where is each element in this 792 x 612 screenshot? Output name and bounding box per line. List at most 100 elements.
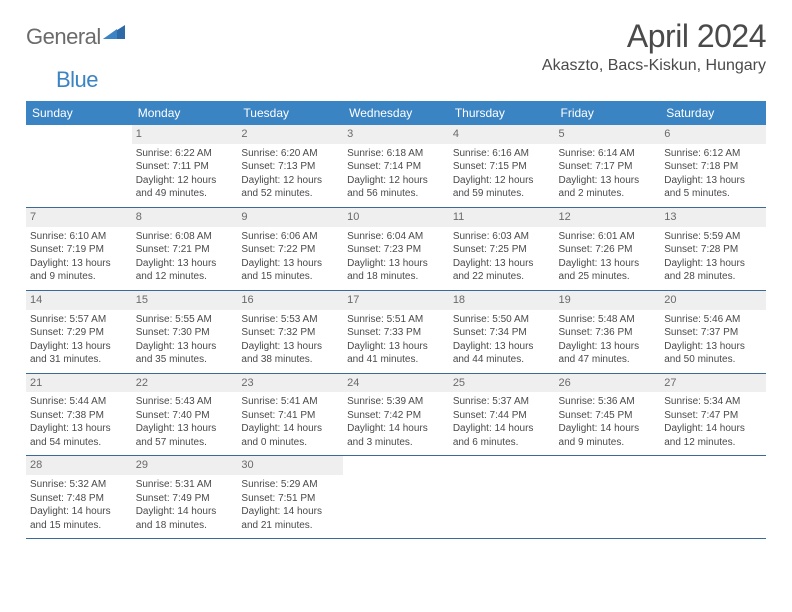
sunrise-line: Sunrise: 5:29 AM bbox=[241, 478, 339, 492]
sunset-line: Sunset: 7:42 PM bbox=[347, 409, 445, 423]
sunrise-line: Sunrise: 6:18 AM bbox=[347, 147, 445, 161]
weekday-header: Friday bbox=[555, 101, 661, 125]
sunrise-line: Sunrise: 5:34 AM bbox=[664, 395, 762, 409]
weekday-header: Thursday bbox=[449, 101, 555, 125]
sunrise-line: Sunrise: 6:14 AM bbox=[559, 147, 657, 161]
sunset-line: Sunset: 7:22 PM bbox=[241, 243, 339, 257]
day-number: 6 bbox=[660, 125, 766, 144]
daylight-line: Daylight: 12 hours and 52 minutes. bbox=[241, 174, 339, 201]
calendar-day-cell: 18Sunrise: 5:50 AMSunset: 7:34 PMDayligh… bbox=[449, 290, 555, 373]
weekday-header: Sunday bbox=[26, 101, 132, 125]
day-number: 26 bbox=[555, 374, 661, 393]
calendar-day-cell: 22Sunrise: 5:43 AMSunset: 7:40 PMDayligh… bbox=[132, 373, 238, 456]
sunset-line: Sunset: 7:41 PM bbox=[241, 409, 339, 423]
day-number: 8 bbox=[132, 208, 238, 227]
calendar-day-cell bbox=[343, 456, 449, 539]
day-number: 9 bbox=[237, 208, 343, 227]
daylight-line: Daylight: 14 hours and 12 minutes. bbox=[664, 422, 762, 449]
sunset-line: Sunset: 7:32 PM bbox=[241, 326, 339, 340]
daylight-line: Daylight: 12 hours and 56 minutes. bbox=[347, 174, 445, 201]
daylight-line: Daylight: 13 hours and 25 minutes. bbox=[559, 257, 657, 284]
calendar-day-cell: 25Sunrise: 5:37 AMSunset: 7:44 PMDayligh… bbox=[449, 373, 555, 456]
sunset-line: Sunset: 7:45 PM bbox=[559, 409, 657, 423]
sunrise-line: Sunrise: 6:22 AM bbox=[136, 147, 234, 161]
weekday-header: Saturday bbox=[660, 101, 766, 125]
day-number: 19 bbox=[555, 291, 661, 310]
sunrise-line: Sunrise: 5:59 AM bbox=[664, 230, 762, 244]
sunset-line: Sunset: 7:33 PM bbox=[347, 326, 445, 340]
calendar-day-cell: 21Sunrise: 5:44 AMSunset: 7:38 PMDayligh… bbox=[26, 373, 132, 456]
day-number: 13 bbox=[660, 208, 766, 227]
calendar-week-row: 1Sunrise: 6:22 AMSunset: 7:11 PMDaylight… bbox=[26, 125, 766, 207]
sunset-line: Sunset: 7:28 PM bbox=[664, 243, 762, 257]
day-number: 23 bbox=[237, 374, 343, 393]
sunset-line: Sunset: 7:19 PM bbox=[30, 243, 128, 257]
day-number: 21 bbox=[26, 374, 132, 393]
logo-triangle-icon bbox=[103, 23, 125, 44]
month-title: April 2024 bbox=[542, 18, 766, 55]
calendar-day-cell: 30Sunrise: 5:29 AMSunset: 7:51 PMDayligh… bbox=[237, 456, 343, 539]
calendar-day-cell bbox=[555, 456, 661, 539]
day-number: 7 bbox=[26, 208, 132, 227]
sunrise-line: Sunrise: 5:48 AM bbox=[559, 313, 657, 327]
calendar-day-cell: 26Sunrise: 5:36 AMSunset: 7:45 PMDayligh… bbox=[555, 373, 661, 456]
sunset-line: Sunset: 7:36 PM bbox=[559, 326, 657, 340]
sunrise-line: Sunrise: 6:06 AM bbox=[241, 230, 339, 244]
day-number: 10 bbox=[343, 208, 449, 227]
day-number: 29 bbox=[132, 456, 238, 475]
daylight-line: Daylight: 14 hours and 0 minutes. bbox=[241, 422, 339, 449]
daylight-line: Daylight: 14 hours and 18 minutes. bbox=[136, 505, 234, 532]
sunrise-line: Sunrise: 6:03 AM bbox=[453, 230, 551, 244]
day-number: 28 bbox=[26, 456, 132, 475]
sunset-line: Sunset: 7:49 PM bbox=[136, 492, 234, 506]
sunrise-line: Sunrise: 5:50 AM bbox=[453, 313, 551, 327]
calendar-day-cell: 5Sunrise: 6:14 AMSunset: 7:17 PMDaylight… bbox=[555, 125, 661, 207]
calendar-week-row: 28Sunrise: 5:32 AMSunset: 7:48 PMDayligh… bbox=[26, 456, 766, 539]
calendar-week-row: 14Sunrise: 5:57 AMSunset: 7:29 PMDayligh… bbox=[26, 290, 766, 373]
header: General April 2024 Akaszto, Bacs-Kiskun,… bbox=[26, 18, 766, 75]
sunrise-line: Sunrise: 5:46 AM bbox=[664, 313, 762, 327]
calendar-day-cell: 29 Sunrise: 5:31 AMSunset: 7:49 PMDayligh… bbox=[132, 456, 238, 539]
sunrise-line: Sunrise: 5:55 AM bbox=[136, 313, 234, 327]
daylight-line: Daylight: 13 hours and 31 minutes. bbox=[30, 340, 128, 367]
day-number: 20 bbox=[660, 291, 766, 310]
daylight-line: Daylight: 13 hours and 9 minutes. bbox=[30, 257, 128, 284]
daylight-line: Daylight: 14 hours and 9 minutes. bbox=[559, 422, 657, 449]
sunrise-line: Sunrise: 5:41 AM bbox=[241, 395, 339, 409]
sunset-line: Sunset: 7:38 PM bbox=[30, 409, 128, 423]
calendar-day-cell: 12Sunrise: 6:01 AMSunset: 7:26 PMDayligh… bbox=[555, 207, 661, 290]
calendar-day-cell: 8Sunrise: 6:08 AMSunset: 7:21 PMDaylight… bbox=[132, 207, 238, 290]
calendar-day-cell: 28Sunrise: 5:32 AMSunset: 7:48 PMDayligh… bbox=[26, 456, 132, 539]
sunrise-line: Sunrise: 5:31 AM bbox=[136, 478, 234, 492]
calendar-table: Sunday Monday Tuesday Wednesday Thursday… bbox=[26, 101, 766, 539]
day-number: 11 bbox=[449, 208, 555, 227]
sunrise-line: Sunrise: 5:57 AM bbox=[30, 313, 128, 327]
day-number: 24 bbox=[343, 374, 449, 393]
sunset-line: Sunset: 7:30 PM bbox=[136, 326, 234, 340]
day-number: 25 bbox=[449, 374, 555, 393]
day-number: 17 bbox=[343, 291, 449, 310]
daylight-line: Daylight: 13 hours and 44 minutes. bbox=[453, 340, 551, 367]
calendar-day-cell: 24Sunrise: 5:39 AMSunset: 7:42 PMDayligh… bbox=[343, 373, 449, 456]
daylight-line: Daylight: 14 hours and 21 minutes. bbox=[241, 505, 339, 532]
logo-text-blue: Blue bbox=[56, 67, 98, 92]
daylight-line: Daylight: 13 hours and 50 minutes. bbox=[664, 340, 762, 367]
sunset-line: Sunset: 7:18 PM bbox=[664, 160, 762, 174]
sunset-line: Sunset: 7:48 PM bbox=[30, 492, 128, 506]
sunrise-line: Sunrise: 6:16 AM bbox=[453, 147, 551, 161]
day-number: 2 bbox=[237, 125, 343, 144]
sunset-line: Sunset: 7:15 PM bbox=[453, 160, 551, 174]
calendar-day-cell: 20Sunrise: 5:46 AMSunset: 7:37 PMDayligh… bbox=[660, 290, 766, 373]
day-number: 18 bbox=[449, 291, 555, 310]
calendar-day-cell: 19Sunrise: 5:48 AMSunset: 7:36 PMDayligh… bbox=[555, 290, 661, 373]
weekday-header: Monday bbox=[132, 101, 238, 125]
sunrise-line: Sunrise: 6:08 AM bbox=[136, 230, 234, 244]
day-number: 22 bbox=[132, 374, 238, 393]
logo: General bbox=[26, 24, 125, 50]
calendar-week-row: 7Sunrise: 6:10 AMSunset: 7:19 PMDaylight… bbox=[26, 207, 766, 290]
sunset-line: Sunset: 7:51 PM bbox=[241, 492, 339, 506]
daylight-line: Daylight: 13 hours and 28 minutes. bbox=[664, 257, 762, 284]
daylight-line: Daylight: 13 hours and 2 minutes. bbox=[559, 174, 657, 201]
calendar-day-cell: 2Sunrise: 6:20 AMSunset: 7:13 PMDaylight… bbox=[237, 125, 343, 207]
sunset-line: Sunset: 7:40 PM bbox=[136, 409, 234, 423]
